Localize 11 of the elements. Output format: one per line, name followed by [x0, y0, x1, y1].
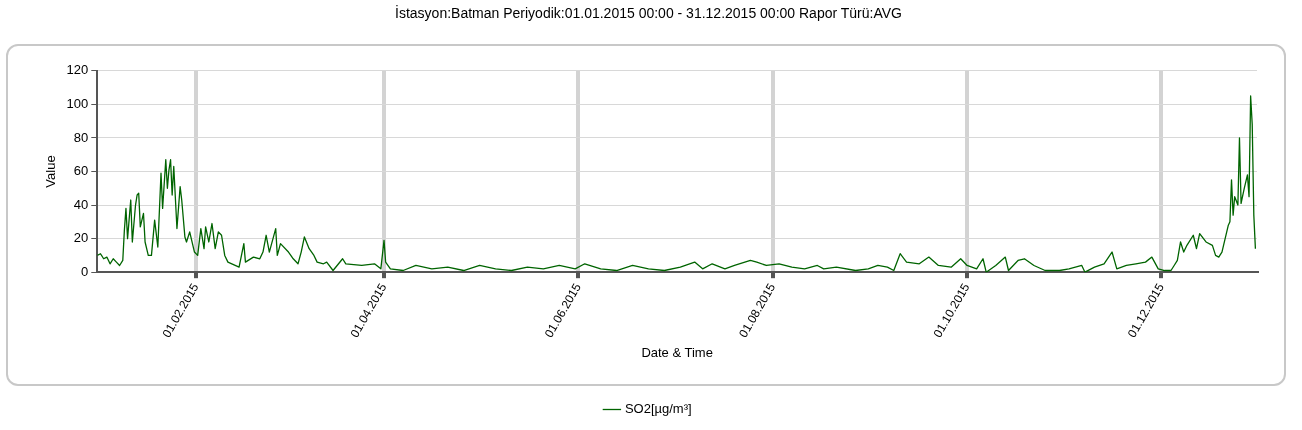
y-tick-label: 20	[73, 230, 89, 246]
y-tick-label: 0	[81, 263, 89, 279]
chart-title: İstasyon:Batman Periyodik:01.01.2015 00:00 - 31.12.2015 00:00 Rapor Türü:AVG	[395, 4, 902, 22]
legend-label: SO2[µg/m³]	[624, 401, 692, 417]
y-tick-label: 120	[66, 62, 89, 78]
y-tick-label: 100	[66, 95, 89, 111]
y-axis-title: Value	[43, 155, 59, 188]
y-tick-label: 60	[73, 163, 89, 179]
y-tick-label: 40	[73, 196, 89, 212]
y-tick-label: 80	[73, 129, 89, 145]
x-axis-title: Date & Time	[641, 344, 713, 360]
